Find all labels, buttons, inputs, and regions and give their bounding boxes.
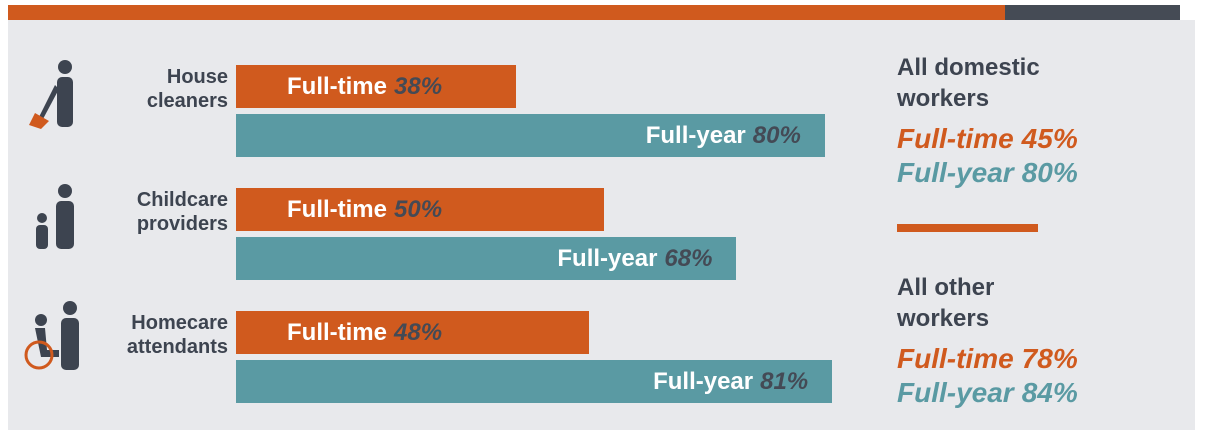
bar: Full-year 81% — [236, 360, 833, 403]
summary-value: Full-year 80% — [897, 157, 1078, 189]
value-label: 48% — [394, 318, 443, 346]
cleaner-icon — [29, 60, 73, 129]
summary-value: Full-year 84% — [897, 377, 1078, 409]
summary-value: Full-time 78% — [897, 343, 1078, 375]
category-label: Childcare providers — [136, 189, 228, 235]
value-label: 80% — [1021, 157, 1078, 188]
series-name: Full-year — [897, 157, 1014, 188]
icons — [24, 60, 79, 370]
value-label: 81% — [760, 367, 809, 395]
category-label: House cleaners — [146, 66, 228, 112]
series-name: Full-time — [287, 72, 387, 100]
childcare-icon — [36, 184, 74, 249]
summary-value: Full-time 45% — [897, 123, 1078, 155]
series-name: Full-year — [645, 121, 746, 149]
bar: Full-time 38% — [236, 65, 516, 108]
value-label: 45% — [1021, 123, 1078, 154]
summary-label: All other workers — [897, 274, 995, 332]
value-label: 50% — [394, 195, 443, 223]
category-label: Homecare attendants — [126, 312, 228, 358]
top-stripe — [8, 5, 1005, 20]
summary-label: All domestic workers — [897, 54, 1040, 112]
series-name: Full-time — [897, 343, 1014, 374]
homecare-icon — [24, 301, 79, 370]
series-name: Full-time — [287, 318, 387, 346]
series-name: Full-year — [653, 367, 754, 395]
value-label: 38% — [394, 72, 443, 100]
series-name: Full-time — [897, 123, 1014, 154]
series-name: Full-time — [287, 195, 387, 223]
top-stripe-end — [1005, 5, 1180, 20]
bar: Full-time 50% — [236, 188, 604, 231]
bar: Full-year 68% — [236, 237, 737, 280]
bar: Full-year 80% — [236, 114, 825, 157]
separator — [897, 224, 1038, 232]
value-label: 68% — [664, 244, 713, 272]
series-name: Full-year — [557, 244, 658, 272]
value-label: 84% — [1021, 377, 1078, 408]
value-label: 78% — [1021, 343, 1078, 374]
bar: Full-time 48% — [236, 311, 590, 354]
value-label: 80% — [752, 121, 801, 149]
series-name: Full-year — [897, 377, 1014, 408]
